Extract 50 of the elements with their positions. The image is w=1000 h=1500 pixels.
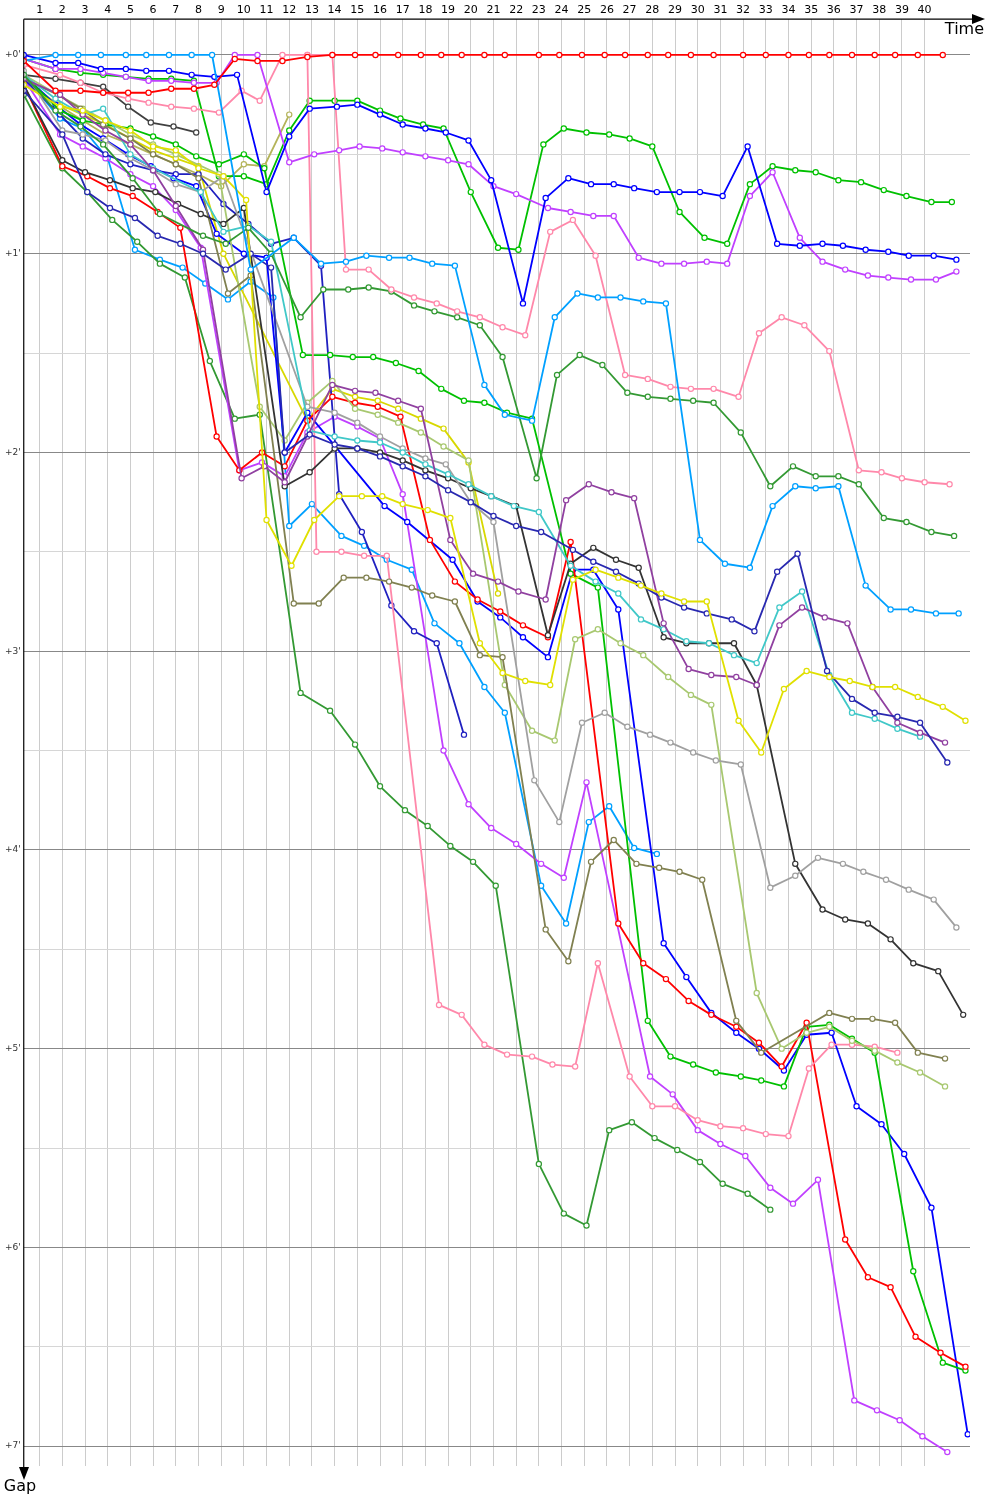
x-tick-label: 13 [304,3,319,17]
x-tick-label: 4 [104,3,112,17]
x-tick-label: 3 [81,3,89,17]
y-tick-label: +6' [4,1241,21,1252]
x-tick-label: 23 [531,3,546,17]
x-tick-label: 37 [849,3,864,17]
y-tick-label: +1' [4,248,21,259]
x-tick-label: 15 [350,3,365,17]
x-tick-label: 30 [690,3,705,17]
x-tick-label: 25 [577,3,592,17]
x-tick-label: 33 [758,3,773,17]
x-tick-label: 2 [58,3,66,17]
x-tick-label: 11 [259,3,274,17]
x-tick-label: 27 [622,3,637,17]
y-tick-label: +7' [4,1440,21,1451]
x-tick-label: 31 [713,3,728,17]
x-tick-label: 1 [36,3,44,17]
y-tick-label: +0' [4,49,21,60]
x-tick-label: 22 [509,3,524,17]
y-tick-label: +3' [4,645,21,656]
y-tick-label: +5' [4,1043,21,1053]
x-tick-label: 19 [441,3,456,17]
x-tick-label: 6 [149,3,157,17]
x-tick-label: 36 [826,3,841,17]
x-tick-label: 10 [236,3,251,17]
x-tick-label: 34 [781,3,796,17]
x-tick-label: 18 [418,3,433,17]
x-tick-label: 5 [126,3,134,17]
x-tick-label: 29 [668,3,682,17]
x-tick-label: 24 [554,3,569,17]
x-tick-label: 12 [282,3,297,17]
x-tick-label: 8 [194,3,202,17]
x-tick-label: 7 [172,3,180,17]
x-tick-label: 32 [736,3,751,17]
x-tick-label: 20 [463,3,478,17]
x-tick-label: 38 [872,3,887,17]
y-tick-label: +4' [4,844,21,855]
x-axis-title: Time [943,19,984,39]
x-tick-label: 39 [894,3,909,17]
x-tick-label: 40 [917,3,932,17]
x-tick-label: 14 [327,3,342,17]
x-tick-label: 21 [486,3,501,17]
x-tick-label: 28 [645,3,660,17]
x-tick-label: 16 [373,3,388,17]
y-axis-title: Gap [3,1476,37,1496]
x-tick-label: 35 [804,3,819,17]
y-tick-label: +2' [4,446,21,457]
x-tick-label: 17 [395,3,410,17]
x-tick-label: 26 [599,3,614,17]
x-tick-label: 9 [217,3,225,17]
